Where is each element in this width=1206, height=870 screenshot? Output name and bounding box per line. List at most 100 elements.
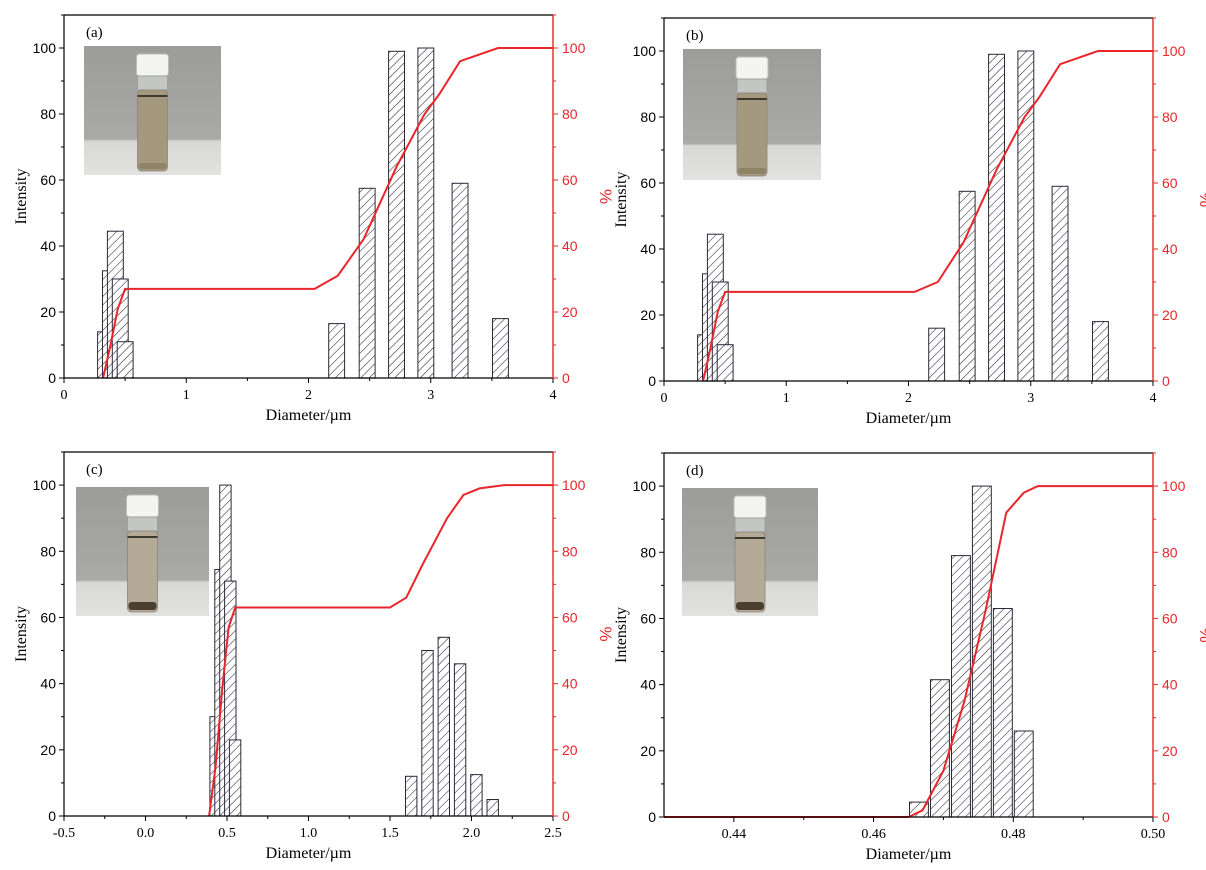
y-tick-label: 100: [33, 40, 57, 56]
y2-axis-title: %: [596, 189, 615, 204]
inset-vial-photo: [683, 49, 821, 180]
vial-bottom: [138, 163, 167, 169]
y2-tick-label: 100: [1162, 43, 1186, 59]
y-axis-title: Intensity: [613, 172, 630, 228]
histogram-bar: [388, 50, 406, 379]
histogram-bar: [716, 344, 734, 382]
y-tick-label: 40: [40, 238, 56, 254]
y2-axis-title: %: [1196, 627, 1206, 642]
y2-tick-label: 0: [1162, 809, 1170, 825]
x-tick-label: 1: [783, 391, 790, 406]
y-tick-label: 100: [633, 43, 657, 59]
x-axis-title: Diameter/µm: [266, 845, 352, 862]
panel-label: (d): [686, 463, 704, 479]
y-tick-label: 20: [40, 742, 56, 758]
vial-neck: [734, 517, 766, 533]
histogram-bar: [228, 739, 242, 817]
y-tick-label: 100: [33, 477, 57, 493]
x-axis-title: Diameter/µm: [266, 407, 352, 424]
y2-tick-label: 0: [1162, 373, 1170, 389]
x-tick-label: -0.5: [53, 826, 75, 841]
vial-sediment: [736, 602, 764, 610]
y2-tick-label: 100: [1162, 478, 1186, 494]
y2-tick-label: 40: [562, 238, 578, 254]
vial-neck: [736, 78, 768, 94]
y-tick-label: 20: [40, 304, 56, 320]
x-tick-label: 0.46: [861, 827, 886, 842]
y2-tick-label: 60: [562, 609, 578, 625]
y-tick-label: 20: [640, 743, 656, 759]
x-axis-title: Diameter/µm: [866, 410, 952, 427]
y2-tick-label: 0: [562, 808, 570, 824]
x-tick-label: 2: [305, 388, 312, 403]
vial-neck: [127, 516, 158, 532]
x-tick-label: 1.0: [300, 826, 318, 841]
inset-vial-photo: [682, 488, 818, 616]
y2-tick-label: 80: [562, 106, 578, 122]
x-tick-label: 0: [61, 388, 68, 403]
y-tick-label: 60: [640, 610, 656, 626]
histogram-bar: [116, 341, 134, 379]
y-tick-label: 80: [40, 543, 56, 559]
y2-tick-label: 60: [562, 172, 578, 188]
y2-tick-label: 80: [562, 543, 578, 559]
vial-liquid: [127, 530, 158, 613]
y-tick-label: 20: [640, 307, 656, 323]
y2-tick-label: 60: [1162, 610, 1178, 626]
y2-tick-label: 20: [1162, 307, 1178, 323]
y2-tick-label: 20: [1162, 743, 1178, 759]
panel-label: (a): [86, 25, 103, 41]
x-tick-label: 4: [550, 388, 557, 403]
histogram-bar: [492, 318, 509, 379]
y-tick-label: 40: [40, 676, 56, 692]
x-tick-label: 0.0: [137, 826, 155, 841]
y-tick-label: 60: [40, 172, 56, 188]
x-tick-label: 3: [427, 388, 434, 403]
vial-cap: [126, 494, 159, 518]
x-tick-label: 3: [1027, 391, 1034, 406]
histogram-bar: [437, 636, 451, 817]
histogram-bar: [1013, 730, 1034, 818]
histogram-bar: [988, 53, 1005, 382]
histogram-bar: [1051, 185, 1069, 382]
vial-cap: [733, 495, 767, 519]
panel-label: (b): [686, 28, 704, 44]
y-tick-label: 80: [640, 544, 656, 560]
y2-tick-label: 60: [1162, 175, 1178, 191]
y2-tick-label: 80: [1162, 544, 1178, 560]
x-tick-label: 2.0: [463, 826, 481, 841]
histogram-bar: [486, 799, 499, 817]
x-axis-title: Diameter/µm: [866, 846, 952, 863]
y-tick-label: 40: [640, 241, 656, 257]
y2-tick-label: 80: [1162, 109, 1178, 125]
histogram-bar: [928, 327, 946, 382]
histogram-bar: [421, 650, 434, 817]
inset-vial-photo: [76, 487, 209, 616]
x-tick-label: 1.5: [381, 826, 399, 841]
y2-axis-title: %: [1196, 192, 1206, 207]
vial-cap: [735, 56, 769, 80]
histogram-bar: [1092, 321, 1109, 382]
x-tick-label: 4: [1150, 391, 1157, 406]
vial-liquid: [736, 92, 768, 177]
y-tick-label: 0: [48, 808, 56, 824]
inset-vial-photo: [84, 46, 221, 175]
vial-liquid: [137, 89, 168, 172]
cumulative-curve: [102, 47, 553, 379]
y-tick-label: 60: [40, 609, 56, 625]
vial-neck: [137, 75, 168, 91]
vial-sediment: [128, 602, 157, 610]
y2-tick-label: 0: [562, 370, 570, 386]
y-tick-label: 80: [40, 106, 56, 122]
y2-tick-label: 40: [562, 676, 578, 692]
histogram-bar: [470, 774, 483, 817]
histogram-bar: [930, 679, 950, 818]
vial-bottom: [738, 168, 766, 174]
y2-tick-label: 40: [1162, 241, 1178, 257]
x-tick-label: 0.48: [1001, 827, 1026, 842]
chart-panel-d: 0.44 0.46 0.48 0.50 0 20 40 60 80 100 0 20 40 60 80 100…: [613, 452, 1206, 863]
y-tick-label: 80: [640, 109, 656, 125]
histogram-bar: [417, 47, 435, 379]
y-tick-label: 100: [633, 478, 657, 494]
chart-panel-c: -0.5 0.0 0.5 1.0 1.5 2.0 2.5020406080100020406…: [13, 451, 615, 862]
